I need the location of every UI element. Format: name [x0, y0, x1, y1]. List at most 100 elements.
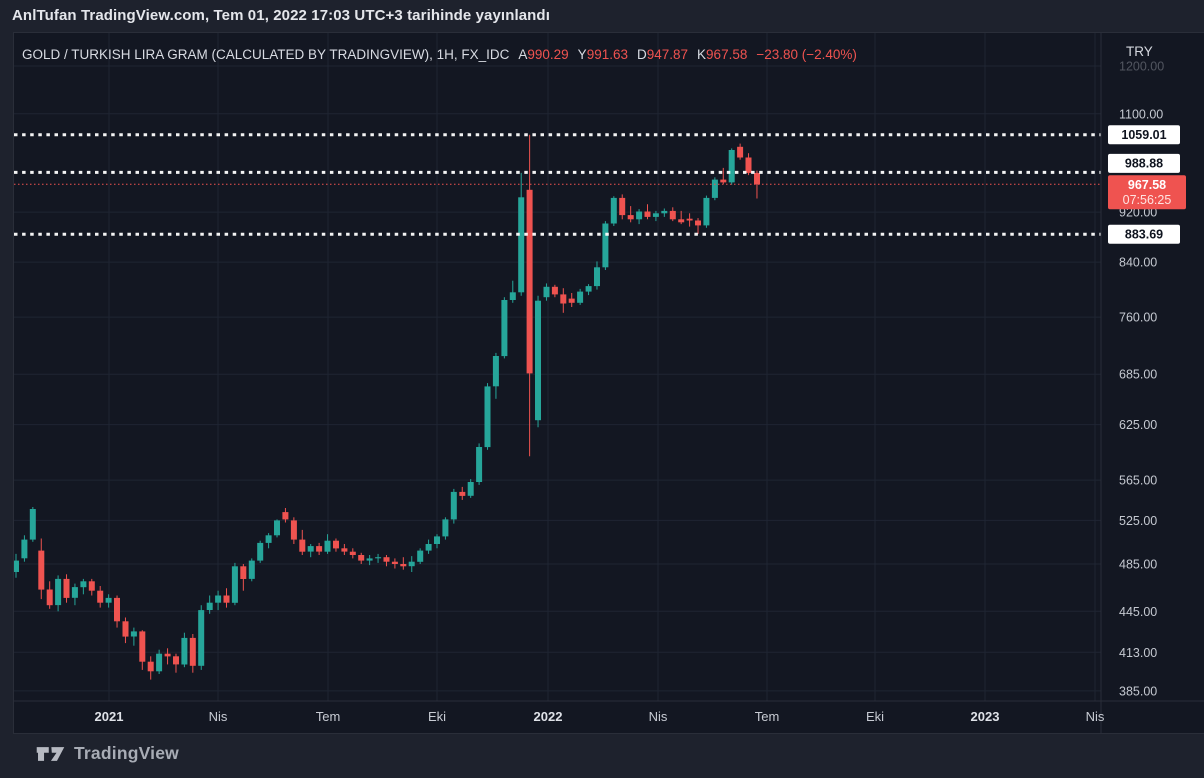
candle-body	[375, 557, 382, 559]
candle-body	[425, 544, 432, 551]
candle-body	[290, 520, 297, 540]
bar-countdown-text: 07:56:25	[1123, 193, 1172, 207]
time-tick-label: Tem	[316, 709, 341, 724]
price-tick-label: 565.00	[1119, 474, 1157, 488]
ohlc-item: D947.87	[636, 47, 689, 62]
candle-body	[450, 491, 457, 520]
candle-body	[728, 150, 735, 183]
candle-body	[349, 551, 356, 555]
candle-body	[307, 546, 314, 552]
level-badge-text: 988.88	[1125, 157, 1163, 171]
candle-body	[484, 386, 491, 448]
time-tick-label: Nis	[1086, 709, 1105, 724]
candle-body	[55, 578, 62, 606]
candle-body	[215, 595, 222, 603]
time-tick-label: Nis	[649, 709, 668, 724]
candle-body	[501, 300, 508, 357]
candle-body	[265, 535, 272, 543]
candle-body	[543, 286, 550, 298]
price-tick-label: 685.00	[1119, 368, 1157, 382]
price-tick-label: 385.00	[1119, 684, 1157, 698]
chart-canvas[interactable]: TRY1200.001100.00920.00840.00760.00685.0…	[14, 33, 1204, 733]
candle-body	[14, 560, 19, 572]
candle-body	[492, 356, 499, 387]
candle-body	[594, 267, 600, 287]
candle-body	[711, 179, 718, 198]
tradingview-logo[interactable]: TradingView	[35, 743, 179, 764]
candle-body	[737, 146, 744, 158]
ohlc-item: K967.58	[697, 47, 748, 62]
candle-body	[38, 550, 45, 590]
candle-body	[114, 597, 120, 622]
candle-body	[29, 509, 36, 540]
candle-body	[189, 637, 196, 666]
candle-body	[130, 631, 137, 637]
candle-body	[476, 447, 483, 482]
price-tick-label: 445.00	[1119, 605, 1157, 619]
candle-body	[518, 197, 525, 293]
ohlc-item: Y991.63	[577, 47, 628, 62]
candle-body	[231, 566, 238, 603]
candle-body	[526, 189, 533, 374]
candle-body	[585, 286, 592, 292]
candle-body	[535, 300, 541, 421]
candle-body	[383, 557, 390, 562]
candle-body	[551, 286, 558, 295]
price-axis[interactable]: TRY1200.001100.00920.00840.00760.00685.0…	[1119, 44, 1164, 698]
candle-body	[63, 578, 70, 598]
candle-body	[71, 587, 78, 598]
candle-body	[408, 561, 415, 567]
time-tick-label: Eki	[866, 709, 884, 724]
plot-lines	[14, 133, 1101, 236]
ohlc-values: A990.29 Y991.63 D947.87 K967.58	[509, 47, 747, 62]
time-tick-label: 2021	[95, 709, 124, 724]
chart-panel: GOLD / TURKISH LIRA GRAM (CALCULATED BY …	[13, 32, 1204, 734]
symbol-title: GOLD / TURKISH LIRA GRAM (CALCULATED BY …	[22, 47, 510, 62]
candle-body	[198, 610, 205, 666]
candle-body	[97, 590, 104, 603]
price-tick-label: 485.00	[1119, 558, 1157, 572]
level-badge	[1108, 125, 1180, 145]
candle-body	[434, 536, 440, 544]
price-change: −23.80 (−2.40%)	[756, 47, 857, 62]
time-tick-label: 2023	[971, 709, 1000, 724]
candle-body	[248, 560, 255, 579]
candle-body	[139, 631, 146, 662]
candle-body	[366, 558, 373, 561]
candle-body	[156, 653, 163, 672]
candle-body	[459, 491, 466, 496]
candle-body	[46, 589, 53, 606]
grid	[14, 33, 1101, 701]
candle-body	[686, 218, 693, 221]
price-tick-label: 413.00	[1119, 646, 1157, 660]
time-axis[interactable]: 2021 Nis Tem Eki 2022 Nis Tem Eki 2023 Nis	[95, 709, 1105, 724]
time-tick-label: Nis	[209, 709, 228, 724]
candle-body	[695, 220, 701, 226]
tradingview-logo-icon	[36, 746, 65, 761]
candle-body	[417, 550, 424, 562]
candle-body	[644, 211, 651, 217]
price-tick-label: 1200.00	[1119, 60, 1164, 74]
candle-body	[442, 519, 449, 537]
axis-currency-label: TRY	[1126, 44, 1153, 59]
candle-body	[88, 581, 95, 591]
level-badge	[1108, 153, 1180, 173]
candle-body	[299, 539, 306, 552]
candle-body	[577, 291, 584, 303]
candle-body	[181, 637, 188, 665]
candle-body	[509, 292, 516, 300]
candle-body	[568, 298, 575, 303]
publication-info: AnlTufan TradingView.com, Tem 01, 2022 1…	[12, 7, 550, 24]
candle-body	[619, 197, 626, 216]
candle-body	[610, 197, 617, 224]
candle-body	[602, 223, 609, 268]
candle-body	[720, 179, 727, 183]
candle-body	[274, 520, 280, 536]
candle-body	[636, 211, 643, 220]
candle-body	[316, 546, 323, 552]
last-price-text: 967.58	[1128, 178, 1166, 192]
candle-body	[80, 581, 87, 588]
candle-body	[652, 213, 659, 217]
level-badge-text: 883.69	[1125, 228, 1163, 242]
